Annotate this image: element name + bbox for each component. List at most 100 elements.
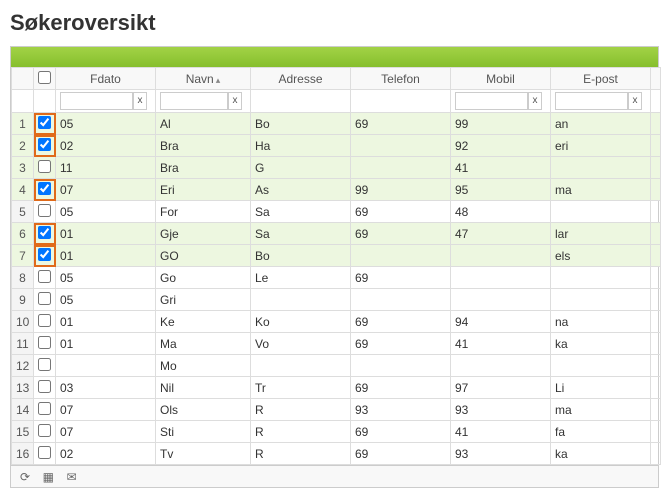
cell-navn: For (156, 201, 251, 223)
row-number: 9 (12, 289, 34, 311)
table-row[interactable]: 505ForSa6948 (12, 201, 661, 223)
table-row[interactable]: 311BraG41 (12, 157, 661, 179)
row-number: 12 (12, 355, 34, 377)
row-checkbox[interactable] (38, 248, 51, 261)
filter-clear-epost[interactable]: x (628, 92, 642, 110)
grid-footer: ⟳ ▦ ✉ (11, 465, 658, 487)
cell-fdato: 11 (56, 157, 156, 179)
row-checkbox-cell[interactable] (34, 267, 56, 289)
cell-epost: ka (551, 443, 651, 465)
row-checkbox[interactable] (38, 380, 51, 393)
cell-epost: fa (551, 421, 651, 443)
cell-last (651, 311, 661, 333)
cell-mobil: 48 (451, 201, 551, 223)
row-checkbox[interactable] (38, 424, 51, 437)
cell-navn: Gri (156, 289, 251, 311)
cell-last (651, 157, 661, 179)
cell-epost (551, 267, 651, 289)
table-row[interactable]: 601GjeSa6947lar (12, 223, 661, 245)
row-checkbox[interactable] (38, 160, 51, 173)
cell-last (651, 135, 661, 157)
filter-navn[interactable] (160, 92, 228, 110)
cell-mobil: 97 (451, 377, 551, 399)
filter-epost[interactable] (555, 92, 628, 110)
header-mobil[interactable]: Mobil (451, 68, 551, 90)
cell-fdato: 01 (56, 311, 156, 333)
row-checkbox[interactable] (38, 116, 51, 129)
table-row[interactable]: 905Gri (12, 289, 661, 311)
table-row[interactable]: 1507StiR6941fa (12, 421, 661, 443)
cell-adresse (251, 355, 351, 377)
filter-clear-navn[interactable]: x (228, 92, 242, 110)
filter-clear-fdato[interactable]: x (133, 92, 147, 110)
header-navn[interactable]: Navn▴ (156, 68, 251, 90)
row-checkbox[interactable] (38, 446, 51, 459)
row-checkbox-cell[interactable] (34, 377, 56, 399)
cell-fdato: 07 (56, 421, 156, 443)
row-checkbox-cell[interactable] (34, 421, 56, 443)
row-checkbox-cell[interactable] (34, 311, 56, 333)
table-row[interactable]: 701GOBoels (12, 245, 661, 267)
mail-icon[interactable]: ✉ (64, 470, 80, 484)
filter-clear-mobil[interactable]: x (528, 92, 542, 110)
row-checkbox[interactable] (38, 226, 51, 239)
table-row[interactable]: 407EriAs9995ma (12, 179, 661, 201)
refresh-icon[interactable]: ⟳ (17, 470, 33, 484)
row-checkbox[interactable] (38, 204, 51, 217)
filter-row: x x x x (12, 90, 661, 113)
row-checkbox[interactable] (38, 358, 51, 371)
cell-epost (551, 289, 651, 311)
cell-fdato: 07 (56, 399, 156, 421)
row-checkbox-cell[interactable] (34, 333, 56, 355)
header-select-all[interactable] (34, 68, 56, 90)
row-checkbox[interactable] (38, 138, 51, 151)
header-adresse[interactable]: Adresse (251, 68, 351, 90)
row-checkbox-cell[interactable] (34, 399, 56, 421)
row-checkbox-cell[interactable] (34, 157, 56, 179)
table-row[interactable]: 1602TvR6993ka (12, 443, 661, 465)
cell-last (651, 443, 661, 465)
header-navn-label: Navn (186, 72, 214, 86)
row-checkbox-cell[interactable] (34, 179, 56, 201)
cell-epost: ma (551, 179, 651, 201)
cell-mobil: 41 (451, 333, 551, 355)
table-row[interactable]: 1101MaVo6941ka (12, 333, 661, 355)
cell-telefon: 69 (351, 377, 451, 399)
table-row[interactable]: 12Mo (12, 355, 661, 377)
header-epost[interactable]: E-post (551, 68, 651, 90)
table-row[interactable]: 1407OlsR9393ma (12, 399, 661, 421)
header-telefon[interactable]: Telefon (351, 68, 451, 90)
cell-mobil (451, 245, 551, 267)
table-row[interactable]: 105AlBo6999an (12, 113, 661, 135)
row-checkbox[interactable] (38, 402, 51, 415)
table-row[interactable]: 1303NilTr6997Li (12, 377, 661, 399)
filter-mobil[interactable] (455, 92, 528, 110)
row-checkbox-cell[interactable] (34, 355, 56, 377)
cell-telefon: 69 (351, 311, 451, 333)
row-checkbox[interactable] (38, 336, 51, 349)
cell-navn: Eri (156, 179, 251, 201)
table-row[interactable]: 1001KeKo6994na (12, 311, 661, 333)
header-fdato[interactable]: Fdato (56, 68, 156, 90)
cell-epost (551, 201, 651, 223)
cell-mobil: 92 (451, 135, 551, 157)
row-checkbox-cell[interactable] (34, 113, 56, 135)
row-checkbox[interactable] (38, 182, 51, 195)
row-checkbox-cell[interactable] (34, 135, 56, 157)
grid-icon[interactable]: ▦ (40, 470, 56, 484)
row-checkbox-cell[interactable] (34, 443, 56, 465)
row-checkbox-cell[interactable] (34, 289, 56, 311)
row-checkbox-cell[interactable] (34, 201, 56, 223)
row-checkbox[interactable] (38, 270, 51, 283)
table-row[interactable]: 202BraHa92eri (12, 135, 661, 157)
table-row[interactable]: 805GoLe69 (12, 267, 661, 289)
row-checkbox-cell[interactable] (34, 245, 56, 267)
row-checkbox[interactable] (38, 292, 51, 305)
row-checkbox-cell[interactable] (34, 223, 56, 245)
row-checkbox[interactable] (38, 314, 51, 327)
cell-adresse: Sa (251, 223, 351, 245)
filter-fdato[interactable] (60, 92, 133, 110)
data-table: Fdato Navn▴ Adresse Telefon Mobil E-post… (11, 67, 661, 465)
select-all-checkbox[interactable] (38, 71, 51, 84)
cell-mobil (451, 289, 551, 311)
